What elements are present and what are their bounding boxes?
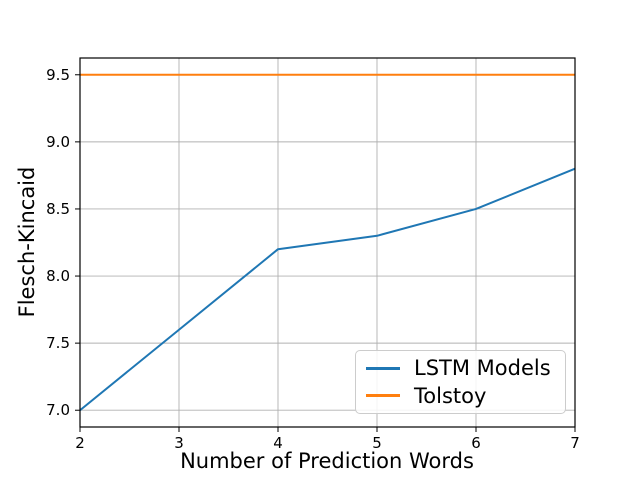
y-tick-label: 8.0: [46, 267, 70, 285]
legend-label-lstm-models: LSTM Models: [414, 356, 551, 381]
tolstoy-line-swatch: [366, 394, 400, 398]
legend-item-tolstoy: Tolstoy: [366, 384, 555, 408]
y-tick-label: 8.5: [46, 200, 70, 218]
lstm-models-line-swatch: [366, 366, 400, 370]
x-tick-label: 7: [570, 434, 580, 452]
y-tick-label: 7.0: [46, 401, 70, 419]
x-tick-label: 2: [75, 434, 85, 452]
y-tick-label: 9.5: [46, 66, 70, 84]
x-tick-label: 4: [273, 434, 283, 452]
legend-item-lstm-models: LSTM Models: [366, 356, 555, 380]
legend: LSTM Models Tolstoy: [355, 350, 566, 414]
legend-label-tolstoy: Tolstoy: [414, 383, 487, 408]
x-tick-label: 6: [471, 434, 481, 452]
y-tick-label: 9.0: [46, 133, 70, 151]
y-axis-label: Flesch-Kincaid: [15, 166, 39, 318]
axes-spines: [79, 57, 576, 428]
y-tick-label: 7.5: [46, 334, 70, 352]
x-tick-label: 5: [372, 434, 382, 452]
series-line-lstm-models: [79, 167, 576, 412]
x-axis-label: Number of Prediction Words: [180, 449, 474, 473]
x-tick-label: 3: [174, 434, 184, 452]
